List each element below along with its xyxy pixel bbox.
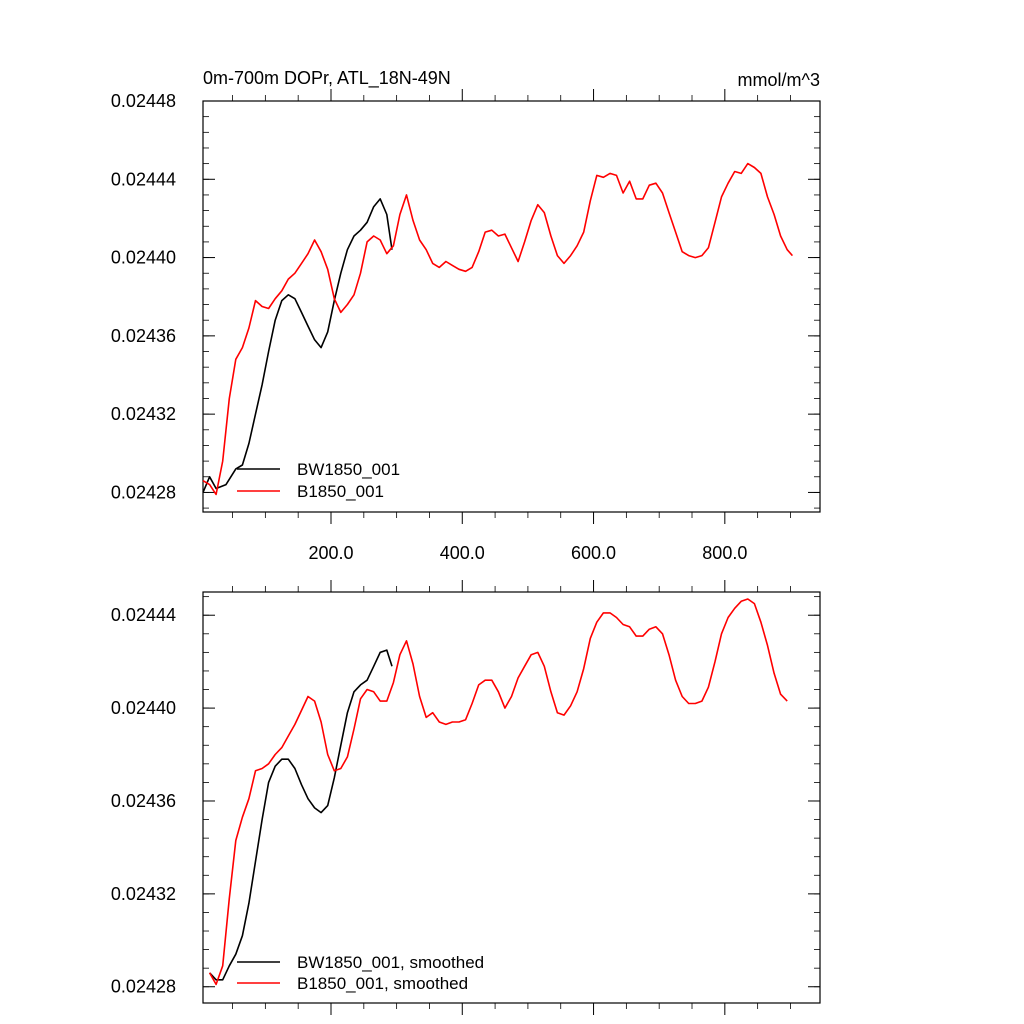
y-tick-label: 0.02432 [111, 404, 176, 424]
y-tick-label: 0.02432 [111, 884, 176, 904]
bottom-panel: 0.02428 0.02432 0.02436 0.02440 0.02444 BW185… [111, 580, 821, 1015]
legend-label: BW1850_001, smoothed [297, 953, 484, 972]
series-line-b1850-001 [202, 162, 794, 496]
series-line-bw1850-001 [202, 198, 393, 493]
series-line-bw1850-001-smoothed [209, 649, 393, 981]
y-tick-label: 0.02444 [111, 605, 176, 625]
y-tick-label: 0.02440 [111, 248, 176, 268]
y-tick-label: 0.02428 [111, 977, 176, 997]
x-tick-label: 600.0 [571, 543, 616, 563]
series-line-b1850-001-smoothed [208, 598, 788, 986]
chart-title: 0m-700m DOPr, ATL_18N-49N [203, 68, 451, 89]
units-label: mmol/m^3 [738, 70, 820, 90]
top-panel: 0m-700m DOPr, ATL_18N-49N mmol/m^3 0.024… [111, 68, 821, 563]
plot-frame [202, 591, 821, 1004]
y-tick-label: 0.02448 [111, 91, 176, 111]
x-tick-label: 400.0 [440, 543, 485, 563]
x-tick-label: 200.0 [308, 543, 353, 563]
y-tick-label: 0.02436 [111, 791, 176, 811]
plot-frame [202, 100, 821, 513]
y-tick-label: 0.02440 [111, 698, 176, 718]
y-tick-label: 0.02436 [111, 326, 176, 346]
y-tick-label: 0.02428 [111, 482, 176, 502]
legend-label: B1850_001, smoothed [297, 974, 468, 993]
y-tick-label: 0.02444 [111, 169, 176, 189]
legend-label: B1850_001 [297, 482, 384, 501]
legend-label: BW1850_001 [297, 460, 400, 479]
x-tick-label: 800.0 [702, 543, 747, 563]
